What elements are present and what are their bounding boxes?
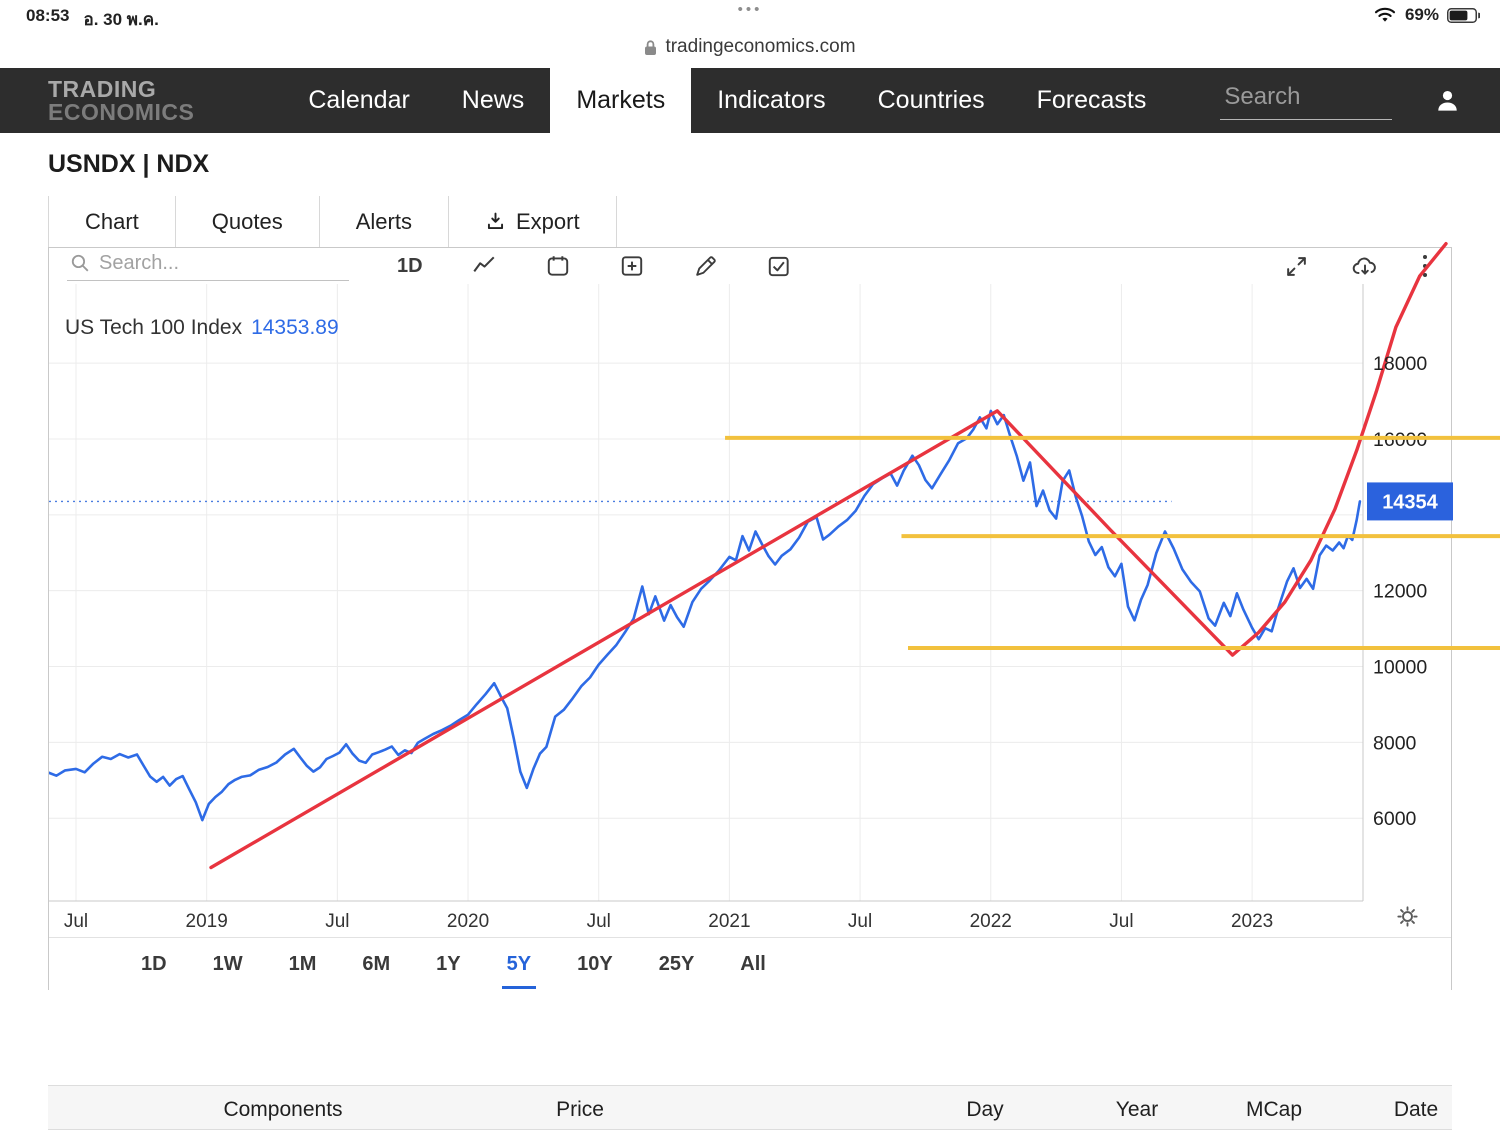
trading-economics-logo[interactable]: TRADING ECONOMICS	[48, 75, 195, 125]
range-25y[interactable]: 25Y	[658, 952, 695, 975]
chart-toolbar: 1D	[49, 248, 1451, 284]
url-text: tradingeconomics.com	[665, 36, 856, 57]
price-chart[interactable]: 6000 8000 10000 12000 16000 18000 Jul 2019 Jul 20…	[49, 242, 1500, 936]
series-name: US Tech 100 Index	[65, 316, 243, 339]
battery-percent: 69%	[1404, 5, 1439, 24]
nav-item-news[interactable]: News	[461, 86, 525, 114]
y-tick-label: 18000	[1373, 353, 1427, 375]
draw-tool-button[interactable]	[693, 254, 718, 279]
x-tick-label: 2023	[1231, 911, 1273, 932]
chart-search-input[interactable]	[99, 251, 347, 275]
calendar-range-button[interactable]	[545, 253, 571, 279]
chart-settings-button[interactable]	[1395, 904, 1420, 934]
pencil-icon	[693, 254, 718, 279]
col-day: Day	[966, 1098, 1004, 1121]
tab-quotes[interactable]: Quotes	[175, 196, 320, 247]
checkbox-icon	[766, 253, 792, 279]
chart-style-button[interactable]	[471, 253, 497, 279]
price-line	[49, 409, 1362, 822]
address-bar[interactable]: tradingeconomics.com	[0, 30, 1500, 64]
download-chart-button[interactable]	[1351, 253, 1379, 279]
symbol-header: USNDX | NDX	[0, 133, 1500, 196]
y-tick-label: 12000	[1373, 581, 1427, 603]
tab-export[interactable]: Export	[448, 196, 617, 247]
status-bar: 08:53 อ. 30 พ.ค. ••• 69%	[0, 0, 1500, 30]
cloud-download-icon	[1351, 253, 1379, 279]
range-5y[interactable]: 5Y	[501, 952, 537, 989]
y-tick-label: 10000	[1373, 657, 1427, 679]
wifi-icon	[1373, 6, 1397, 24]
trend-line	[209, 242, 1448, 870]
col-components: Components	[223, 1098, 343, 1121]
range-1d[interactable]: 1D	[141, 952, 167, 975]
nav-item-countries[interactable]: Countries	[877, 86, 985, 114]
x-tick-label: Jul	[1109, 911, 1133, 932]
nav-item-calendar[interactable]: Calendar	[308, 86, 410, 114]
gear-icon	[1395, 904, 1420, 929]
range-selector: 1D 1W 1M 6M 1Y 5Y 10Y 25Y All	[49, 937, 1451, 990]
status-time: 08:53	[26, 6, 70, 25]
interval-button[interactable]: 1D	[397, 254, 423, 277]
search-icon	[69, 252, 91, 274]
x-tick-label: Jul	[848, 911, 872, 932]
col-year: Year	[1115, 1098, 1159, 1121]
col-mcap: MCap	[1245, 1098, 1303, 1121]
x-tick-label: Jul	[325, 911, 349, 932]
components-table-header: Components Price Day Year MCap Date	[48, 1085, 1452, 1130]
nav-item-indicators[interactable]: Indicators	[717, 86, 826, 114]
y-tick-label: 8000	[1373, 732, 1417, 754]
fullscreen-button[interactable]	[1284, 254, 1309, 279]
x-tick-label: 2022	[970, 911, 1012, 932]
chart-tabs: Chart Quotes Alerts Export	[48, 196, 617, 247]
add-indicator-button[interactable]	[619, 253, 645, 279]
nav-item-forecasts[interactable]: Forecasts	[1036, 86, 1147, 114]
chart-panel: 1D	[48, 242, 1500, 990]
y-tick-label: 16000	[1373, 429, 1427, 451]
lock-icon	[644, 39, 657, 56]
tab-chart[interactable]: Chart	[48, 196, 176, 247]
main-navbar: TRADING ECONOMICS Calendar News Markets …	[0, 68, 1500, 133]
tab-alerts[interactable]: Alerts	[319, 196, 449, 247]
fullscreen-icon	[1284, 254, 1309, 279]
series-legend: US Tech 100 Index 14353.89	[65, 316, 339, 340]
status-date: อ. 30 พ.ค.	[83, 10, 159, 29]
chart-area: 6000 8000 10000 12000 16000 18000 Jul 2019 Jul 20…	[49, 242, 1500, 936]
x-tick-label: Jul	[587, 911, 611, 932]
site-search-input[interactable]	[1224, 83, 1389, 111]
range-10y[interactable]: 10Y	[577, 952, 613, 975]
battery-icon	[1447, 7, 1480, 23]
square-plus-icon	[619, 253, 645, 279]
x-tick-label: 2020	[447, 911, 489, 932]
line-chart-icon	[471, 253, 497, 279]
col-date: Date	[1393, 1098, 1439, 1121]
nav-item-markets[interactable]: Markets	[550, 68, 692, 133]
multitask-dots: •••	[737, 1, 763, 18]
range-all[interactable]: All	[740, 952, 766, 975]
x-tick-label: 2019	[186, 911, 228, 932]
last-price: 14353.89	[251, 316, 339, 339]
y-tick-label: 6000	[1373, 808, 1417, 830]
export-download-icon	[485, 211, 506, 232]
price-axis-badge-label: 14354	[1382, 491, 1438, 513]
price-axis-badge	[1367, 482, 1453, 521]
col-price: Price	[556, 1098, 604, 1121]
range-6m[interactable]: 6M	[362, 952, 391, 975]
x-tick-label: Jul	[64, 911, 88, 932]
calendar-icon	[545, 253, 571, 279]
settings-checkbox-button[interactable]	[766, 253, 792, 279]
user-icon	[1434, 87, 1461, 114]
range-1m[interactable]: 1M	[288, 952, 317, 975]
range-1y[interactable]: 1Y	[436, 952, 461, 975]
range-1w[interactable]: 1W	[212, 952, 243, 975]
x-tick-label: 2021	[708, 911, 750, 932]
page-title: USNDX | NDX	[48, 150, 210, 178]
account-button[interactable]	[1434, 87, 1461, 114]
